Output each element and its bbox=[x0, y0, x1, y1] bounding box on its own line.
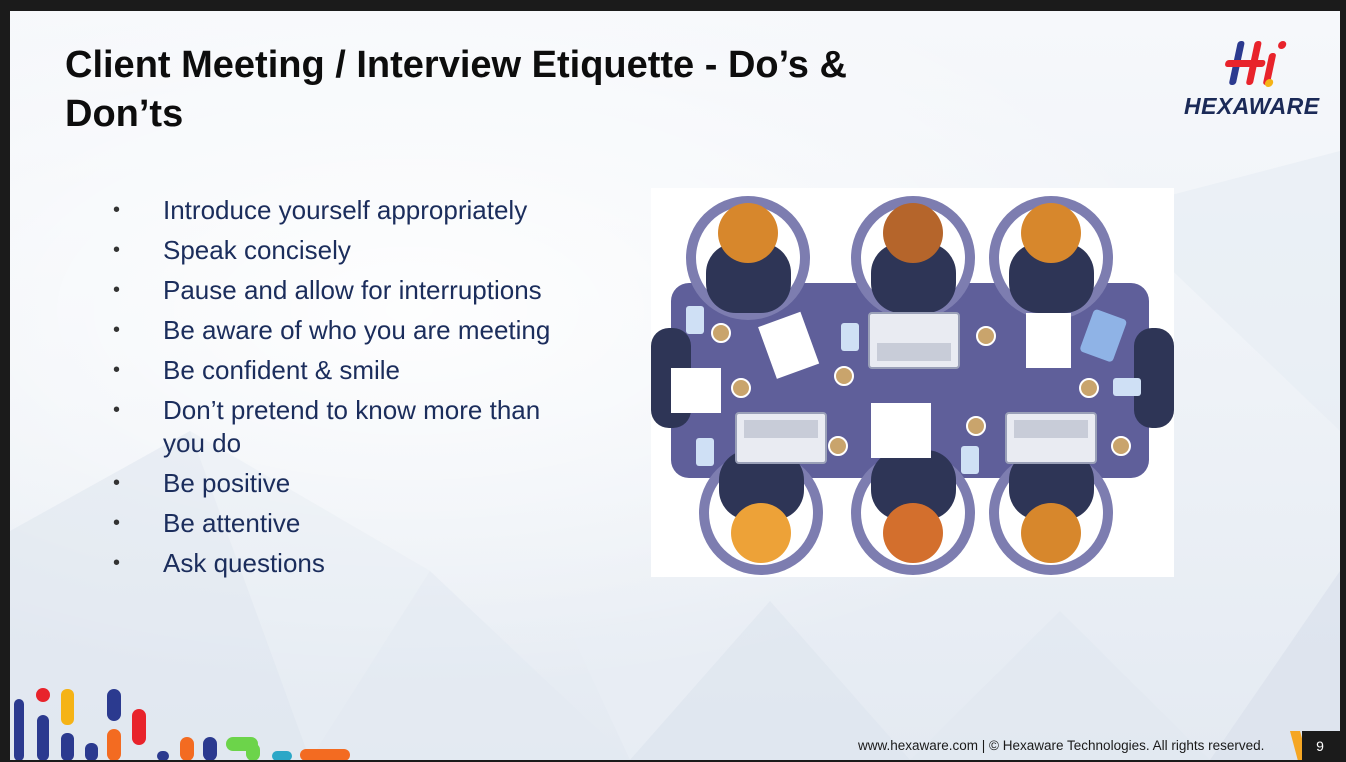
bullet-text: Pause and allow for interruptions bbox=[163, 275, 542, 305]
bullet-text: Don’t pretend to know more than you do bbox=[163, 395, 541, 458]
bullet-icon: • bbox=[113, 472, 121, 494]
bullet-text: Speak concisely bbox=[163, 235, 351, 265]
bullet-item: • Ask questions bbox=[110, 547, 580, 580]
bullet-item: • Pause and allow for interruptions bbox=[110, 274, 580, 307]
hexaware-logo-icon bbox=[1225, 41, 1287, 87]
bullet-text: Introduce yourself appropriately bbox=[163, 195, 528, 225]
bullet-icon: • bbox=[113, 512, 121, 534]
bullet-icon: • bbox=[113, 319, 121, 341]
bullet-text: Be confident & smile bbox=[163, 355, 401, 385]
bullet-item: • Speak concisely bbox=[110, 234, 580, 267]
bullet-icon: • bbox=[113, 359, 121, 381]
bullet-item: • Be aware of who you are meeting bbox=[110, 314, 580, 347]
bullet-text: Ask questions bbox=[163, 548, 325, 578]
window-left-edge bbox=[0, 11, 10, 762]
bullet-icon: • bbox=[113, 552, 121, 574]
window-right-edge bbox=[1340, 11, 1346, 762]
bullet-text: Be attentive bbox=[163, 508, 301, 538]
bullet-icon: • bbox=[113, 239, 121, 261]
bullet-item: • Introduce yourself appropriately bbox=[110, 194, 580, 227]
bullet-text: Be aware of who you are meeting bbox=[163, 315, 551, 345]
bullet-list: • Introduce yourself appropriately • Speak… bbox=[110, 194, 580, 587]
meeting-illustration bbox=[651, 188, 1174, 577]
window-top-bar bbox=[0, 0, 1346, 11]
page-number-badge bbox=[1290, 731, 1340, 760]
bullet-item: • Be attentive bbox=[110, 507, 580, 540]
meeting-table-image bbox=[651, 196, 1174, 575]
bullet-icon: • bbox=[113, 279, 121, 301]
slide-title: Client Meeting / Interview Etiquette - D… bbox=[65, 44, 847, 135]
bullet-text: Be positive bbox=[163, 468, 291, 498]
bullet-icon: • bbox=[113, 199, 121, 221]
presentation-slide: Client Meeting / Interview Etiquette - D… bbox=[10, 11, 1340, 760]
page-number: 9 bbox=[1316, 738, 1324, 754]
bullet-item: • Be confident & smile bbox=[110, 354, 580, 387]
bullet-item: • Be positive bbox=[110, 467, 580, 500]
bullet-item: • Don’t pretend to know more than you do bbox=[110, 394, 580, 460]
brand-bars-decoration bbox=[14, 688, 350, 760]
footer-copyright: www.hexaware.com | © Hexaware Technologi… bbox=[858, 738, 1265, 753]
logo-wordmark: HEXAWARE bbox=[1184, 93, 1320, 119]
bullet-icon: • bbox=[113, 399, 121, 421]
